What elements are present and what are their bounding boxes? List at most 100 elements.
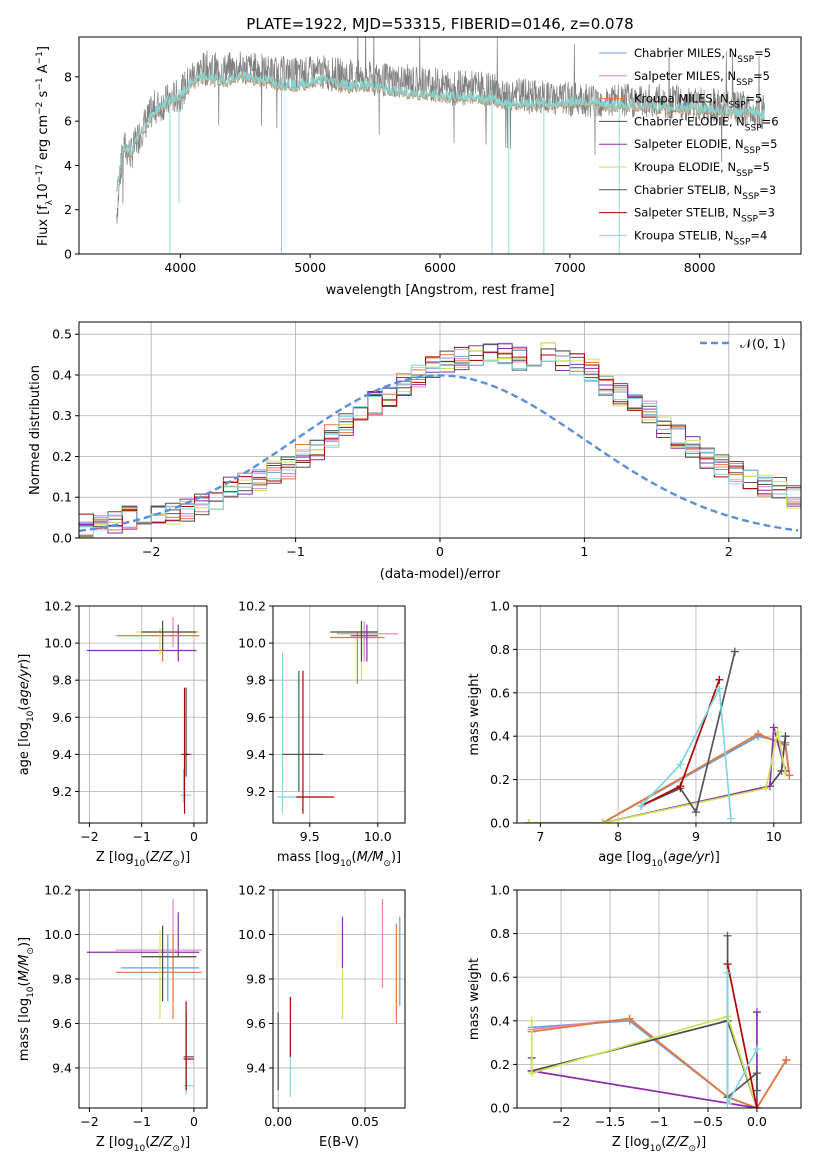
axes-age-vs-Z: −2 −1 0 9.2 9.4 9.6 9.8 10.0 10.2 Z [log10(Z/Z⊙)]… [17, 599, 208, 869]
weight-line [530, 1015, 758, 1108]
x-axis-label: mass [log10(M/M⊙)] [277, 850, 401, 869]
legend-entry: Chabrier ELODIE, NSSP=6 [634, 114, 779, 133]
x-tick-label: 9.5 [300, 829, 320, 844]
model-line-stelib [116, 71, 765, 191]
weight-line [528, 733, 791, 823]
y-tick-label: 10.2 [44, 883, 72, 898]
x-tick-label: 5000 [294, 260, 326, 275]
x-tick-label: 8 [614, 829, 622, 844]
figure-title: PLATE=1922, MJD=53315, FIBERID=0146, z=0… [246, 15, 633, 33]
y-axis-label: Flux [fλ10−17 erg cm−2 s−1 A−1] [35, 46, 55, 246]
y-tick-label: 0.2 [490, 772, 510, 787]
x-tick-label: 9 [692, 829, 700, 844]
weight-marker [726, 814, 735, 823]
y-tick-label: 1.0 [490, 599, 510, 614]
y-tick-label: 9.4 [52, 1060, 72, 1075]
weight-line [531, 1012, 758, 1108]
x-axis-label: (data-model)/error [380, 567, 501, 582]
x-tick-label: −0.5 [693, 1114, 723, 1129]
axes-weights-vs-age: 7 8 9 10 0.0 0.2 0.4 0.6 0.8 1.0 age [log10(age/yr… [467, 599, 802, 869]
y-tick-label: 10.2 [238, 599, 266, 614]
y-tick-label: 2 [64, 202, 72, 217]
y-tick-label: 9.8 [52, 971, 72, 986]
y-tick-label: 6 [64, 114, 72, 129]
y-tick-label: 1.0 [490, 883, 510, 898]
weight-marker [723, 1099, 732, 1108]
plot-area-mass-vs-Z [86, 898, 202, 1095]
x-tick-label: 0.00 [264, 1114, 292, 1129]
y-tick-label: 9.8 [52, 673, 72, 688]
weight-marker [715, 684, 724, 693]
y-tick-label: 10.2 [44, 599, 72, 614]
x-tick-label: 10.0 [364, 829, 392, 844]
x-tick-label: 10 [766, 829, 782, 844]
y-axis-label: mass weight [467, 958, 482, 1040]
axes-frame [272, 605, 406, 824]
weight-marker [637, 801, 646, 810]
weight-marker [676, 782, 685, 791]
y-tick-label: 0.8 [490, 926, 510, 941]
y-tick-label: 9.2 [246, 784, 266, 799]
axes-age-vs-mass: 9.5 10.0 9.2 9.4 9.6 9.8 10.0 10.2 mass [log10(M… [238, 599, 406, 869]
weight-line [726, 963, 758, 1108]
x-tick-label: 0.05 [351, 1114, 379, 1129]
x-tick-label: −2 [80, 829, 98, 844]
y-tick-label: 0.4 [52, 367, 72, 382]
weight-marker [781, 732, 790, 741]
y-axis-label: Normed distribution [28, 365, 43, 495]
plot-area-spectrum [116, 37, 765, 254]
y-tick-label: 0 [64, 247, 72, 262]
plot-area-age-vs-Z [86, 617, 200, 814]
weight-marker [730, 647, 739, 656]
legend: Chabrier MILES, NSSP=5 Salpeter MILES, NS… [599, 46, 779, 247]
y-tick-label: 0.4 [490, 729, 510, 744]
weight-marker [782, 1056, 791, 1065]
weight-marker [752, 1086, 761, 1095]
y-axis-label: mass [log10(M/M⊙)] [17, 937, 36, 1061]
weight-marker [781, 769, 790, 778]
legend-entry: Kroupa STELIB, NSSP=4 [634, 228, 767, 247]
x-tick-label: −2 [552, 1114, 570, 1129]
axes-residuals: −2 −1 0 1 2 0.0 0.1 0.2 0.3 0.4 0.5 𝒩(0, 1) (data-mo… [28, 321, 802, 582]
weight-marker [527, 1069, 536, 1078]
weight-marker [527, 1016, 536, 1025]
histogram-step [79, 343, 801, 537]
y-tick-label: 0.5 [52, 327, 72, 342]
y-tick-label: 0.3 [52, 408, 72, 423]
axes-frame [516, 605, 802, 824]
weight-marker [598, 819, 607, 823]
x-axis-label: age [log10(age/yr)] [598, 850, 720, 869]
x-tick-label: 1 [580, 544, 588, 559]
y-tick-label: 4 [64, 158, 72, 173]
weight-marker [752, 1069, 761, 1078]
plot-area-age-vs-mass [277, 620, 399, 814]
weight-marker [723, 960, 732, 969]
x-axis-label: wavelength [Angstrom, rest frame] [326, 283, 555, 298]
histogram-step [79, 343, 801, 527]
x-tick-label: −1 [132, 829, 150, 844]
x-axis-label: Z [log10(Z/Z⊙)] [96, 850, 190, 869]
weight-marker [752, 1008, 761, 1017]
axes-frame [78, 889, 208, 1109]
y-tick-label: 0.4 [490, 1013, 510, 1028]
legend-entry: Chabrier MILES, NSSP=5 [634, 46, 771, 65]
x-tick-label: 0.0 [747, 1114, 767, 1129]
plot-area-mass-vs-EBV [277, 898, 401, 1097]
weight-marker [773, 727, 782, 736]
y-tick-label: 8 [64, 69, 72, 84]
y-tick-label: 0.2 [52, 449, 72, 464]
normal-curve [79, 374, 799, 533]
plot-area-weights-vs-age [524, 647, 794, 823]
x-tick-label: 8000 [684, 260, 716, 275]
weight-marker [761, 784, 770, 793]
y-tick-label: 9.6 [246, 710, 266, 725]
y-tick-label: 9.6 [52, 1016, 72, 1031]
x-axis-label: Z [log10(Z/Z⊙)] [96, 1135, 190, 1154]
weight-marker [524, 819, 533, 823]
plot-area-residuals [79, 342, 801, 538]
legend-entry: Salpeter ELODIE, NSSP=5 [634, 137, 777, 156]
x-tick-label: 7 [536, 829, 544, 844]
x-tick-label: 0 [190, 1114, 198, 1129]
y-tick-label: 10.2 [238, 883, 266, 898]
